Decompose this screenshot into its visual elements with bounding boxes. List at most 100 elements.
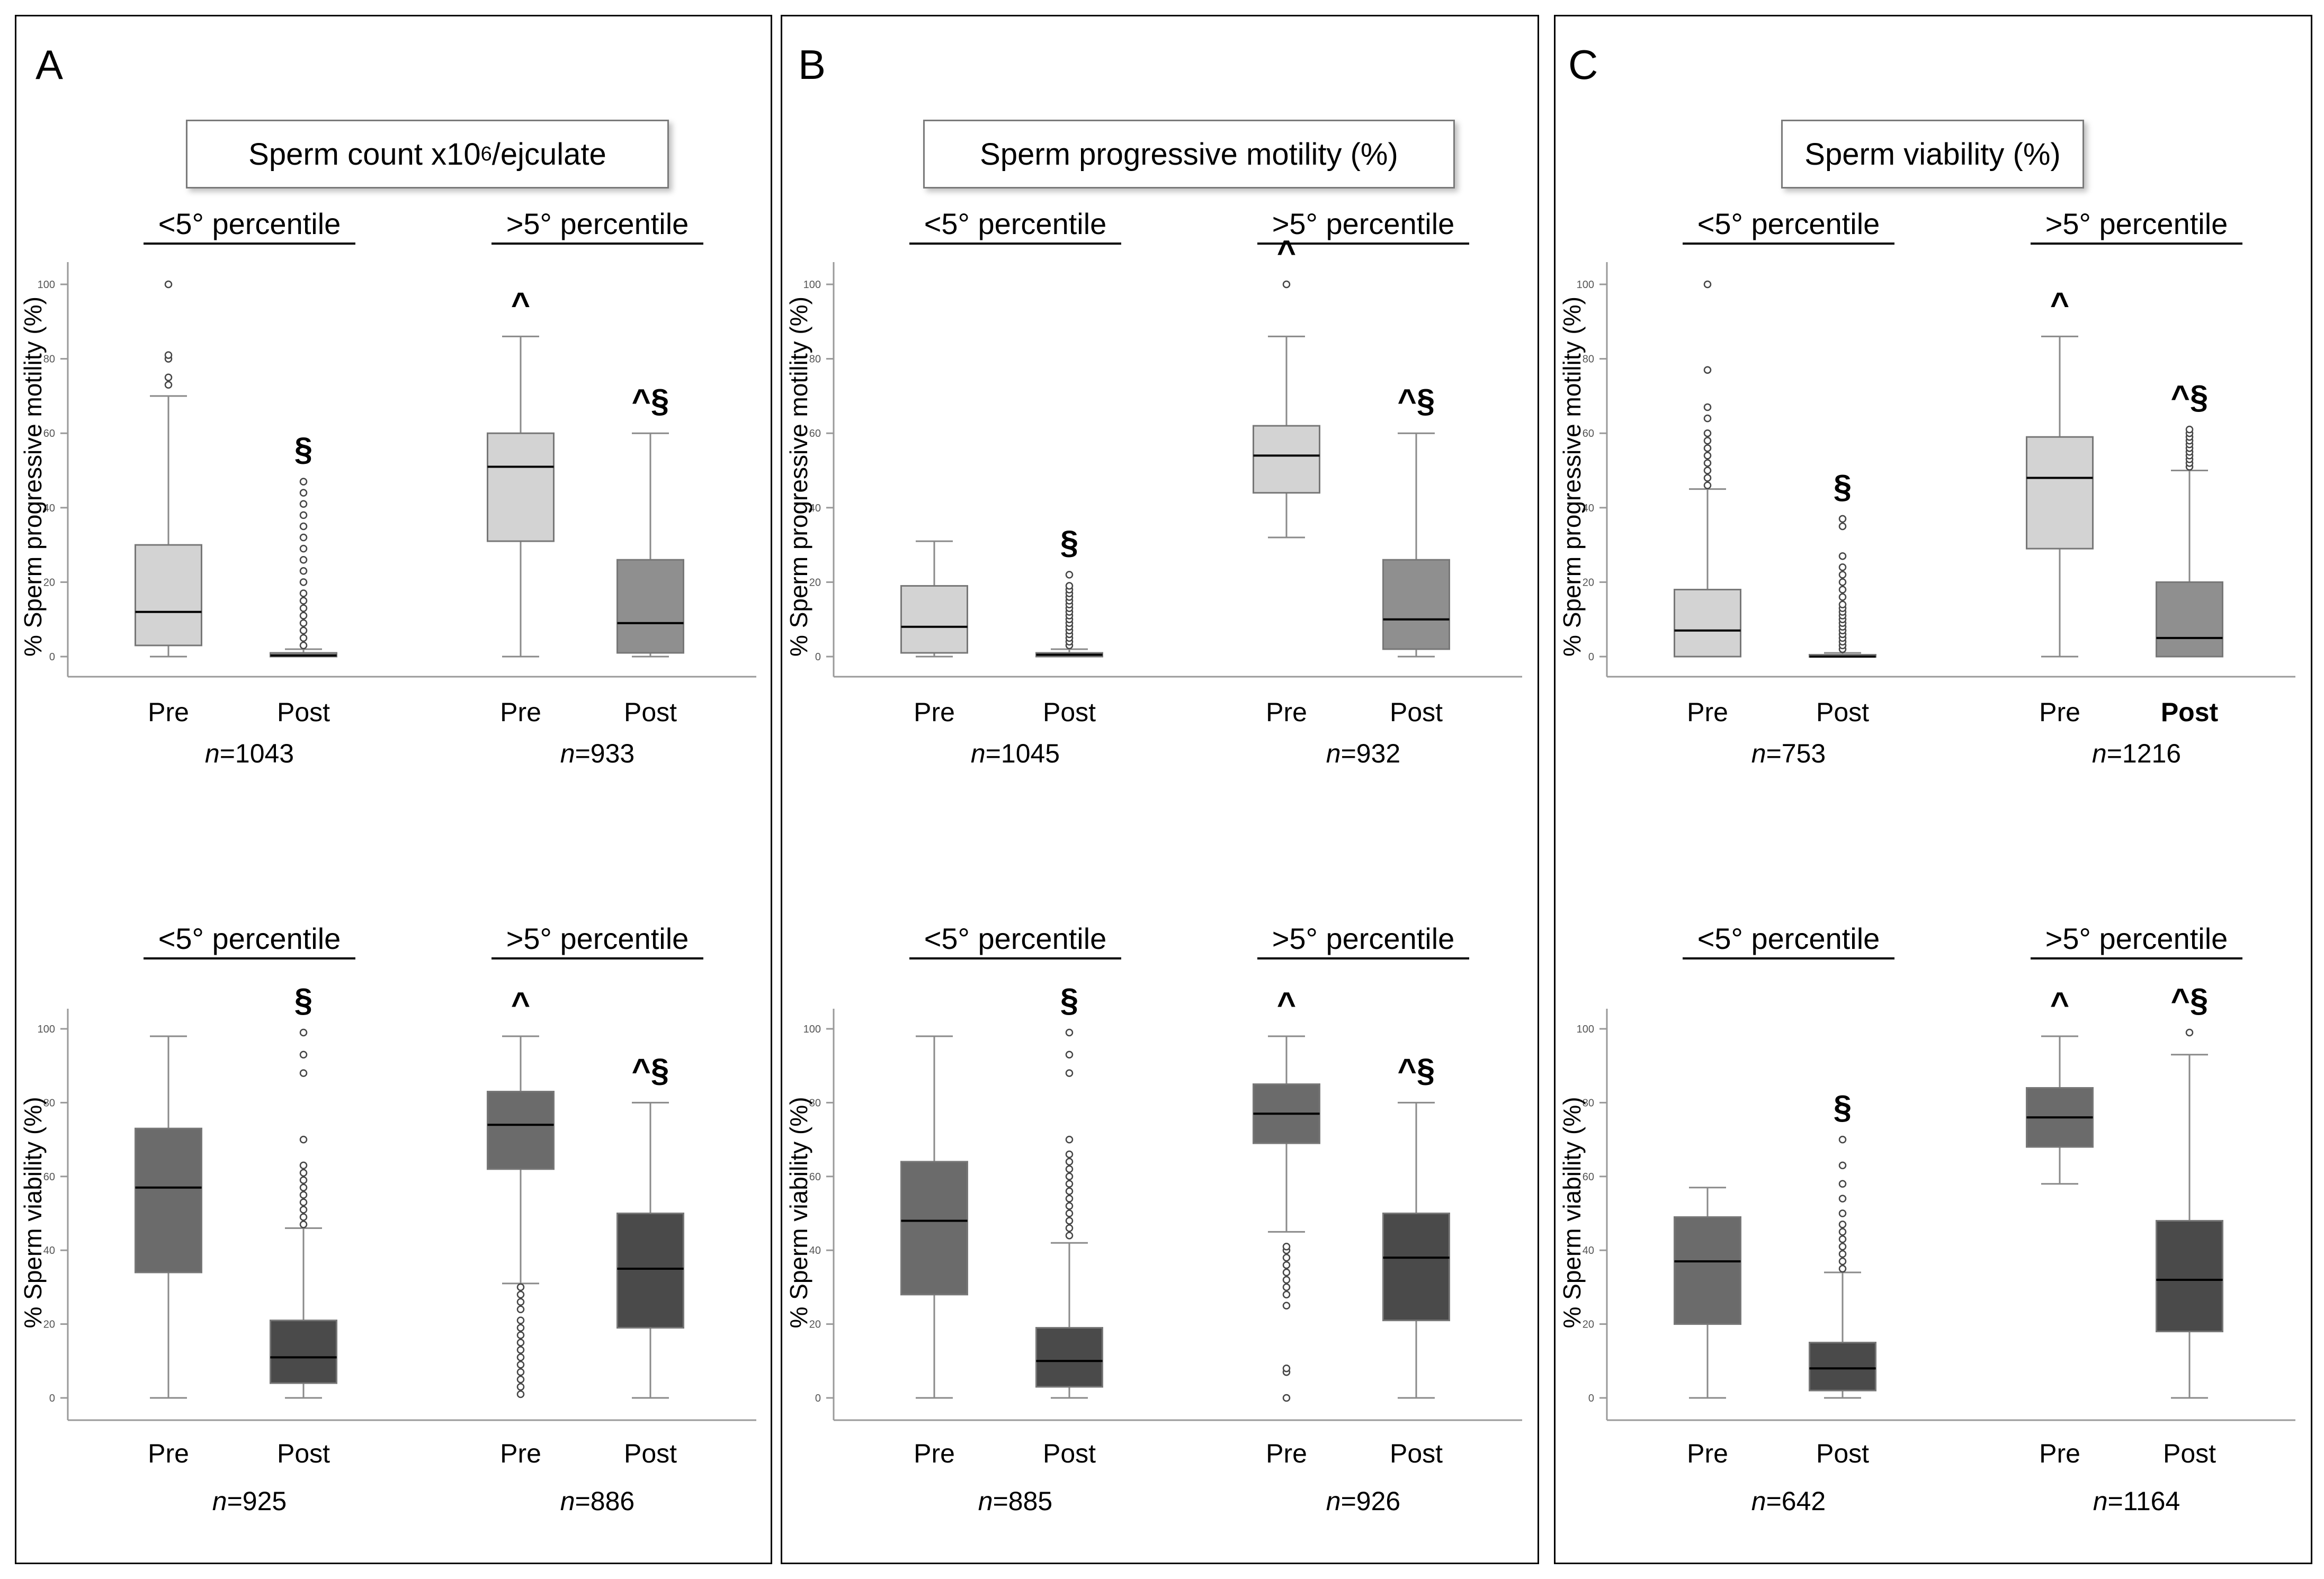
y-tick-label: 100 (38, 1024, 55, 1035)
group-label: <5° percentile (158, 207, 341, 240)
significance-marker: ^§ (1398, 1052, 1435, 1089)
y-tick-label: 40 (43, 503, 55, 514)
panel-letter: A (35, 41, 64, 88)
outlier-point (1065, 1180, 1074, 1188)
sample-size-label: n=933 (560, 739, 634, 768)
title-main: Sperm progressive motility (%) (980, 137, 1398, 172)
x-category-label: Post (1043, 1439, 1096, 1468)
significance-marker: ^§ (632, 1052, 669, 1089)
group-label: <5° percentile (924, 922, 1107, 955)
outlier-point (299, 1221, 308, 1228)
sample-size-label: n=1164 (2093, 1486, 2180, 1516)
outlier-point (1065, 1069, 1074, 1077)
sample-size-label: n=926 (1326, 1486, 1400, 1516)
box-iqr (616, 1213, 684, 1329)
outlier-point (299, 489, 308, 497)
title-main: Sperm count x10 (248, 137, 481, 172)
outlier-point (516, 1361, 525, 1369)
sample-size-label: n=753 (1751, 739, 1826, 768)
outlier-point (164, 280, 173, 289)
outlier-point (164, 381, 173, 389)
y-tick-label: 80 (1583, 1097, 1594, 1109)
outlier-point (1065, 1209, 1074, 1217)
y-tick-label: 60 (809, 428, 821, 439)
outlier-point (299, 544, 308, 553)
outlier-point (299, 500, 308, 508)
x-category-label: Post (1816, 697, 1869, 727)
outlier-point (164, 351, 173, 359)
y-tick-label: 20 (1583, 1319, 1594, 1331)
x-category-label: Pre (500, 697, 541, 727)
outlier-point (299, 478, 308, 486)
outlier-point (1282, 1283, 1291, 1291)
y-tick-label: 20 (43, 1319, 55, 1331)
outlier-point (299, 634, 308, 642)
x-category-label: Pre (1266, 697, 1307, 727)
outlier-point (1703, 481, 1712, 489)
group-label: >5° percentile (506, 922, 689, 955)
group-label: >5° percentile (1272, 207, 1455, 240)
outlier-point (1838, 1180, 1847, 1188)
outlier-point (1703, 459, 1712, 467)
y-tick-label: 40 (1583, 1245, 1594, 1257)
panel-title: Sperm count x10 6/ejculate (186, 120, 669, 189)
outlier-point (1065, 1224, 1074, 1232)
significance-marker: ^§ (1398, 383, 1435, 419)
x-category-label: Pre (2039, 697, 2080, 727)
x-category-label: Post (1816, 1439, 1869, 1468)
sample-size-label: n=1043 (205, 739, 294, 768)
outlier-point (299, 626, 308, 635)
significance-marker: § (1834, 469, 1852, 505)
y-tick-label: 0 (815, 651, 821, 663)
outlier-point (1838, 1135, 1847, 1144)
outlier-point (299, 589, 308, 597)
box-iqr (1253, 425, 1320, 494)
y-tick-label: 80 (809, 1097, 821, 1109)
outlier-point (1838, 522, 1847, 531)
group-label: <5° percentile (158, 922, 341, 955)
outlier-point (516, 1290, 525, 1299)
title-rest: /ejculate (491, 137, 606, 172)
y-tick-label: 20 (43, 577, 55, 588)
y-tick-label: 20 (1583, 577, 1594, 588)
sample-size-label: n=1216 (2092, 739, 2181, 768)
outlier-point (299, 533, 308, 542)
y-axis-label: % Sperm progressive motility (%) (1558, 297, 1586, 657)
x-category-label: Post (624, 697, 677, 727)
outlier-point (299, 1169, 308, 1177)
outlier-point (1065, 1195, 1074, 1203)
outlier-point (1065, 1172, 1074, 1181)
outlier-point (1703, 403, 1712, 411)
outlier-point (516, 1353, 525, 1361)
y-tick-label: 40 (1583, 503, 1594, 514)
significance-marker: ^§ (2171, 379, 2209, 416)
y-tick-label: 80 (809, 354, 821, 365)
y-tick-label: 0 (1588, 651, 1594, 663)
outlier-point (1838, 1195, 1847, 1203)
x-category-label: Pre (914, 697, 955, 727)
outlier-point (1065, 1051, 1074, 1059)
sample-size-label: n=925 (212, 1486, 287, 1516)
outlier-point (516, 1375, 525, 1384)
outlier-point (1065, 571, 1074, 579)
group-label: <5° percentile (1697, 207, 1880, 240)
outlier-point (1703, 452, 1712, 460)
significance-marker: ^ (1277, 234, 1296, 271)
significance-marker: ^ (511, 986, 530, 1022)
outlier-point (299, 1161, 308, 1170)
y-tick-label: 80 (43, 1097, 55, 1109)
y-tick-label: 100 (1577, 1024, 1594, 1035)
outlier-point (1838, 1242, 1847, 1251)
outlier-point (1703, 474, 1712, 482)
x-category-label: Pre (914, 1439, 955, 1468)
y-tick-label: 0 (49, 651, 55, 663)
outlier-point (516, 1283, 525, 1291)
outlier-point (299, 612, 308, 620)
x-category-label: Post (277, 1439, 330, 1468)
significance-marker: § (1060, 982, 1078, 1019)
box-iqr (2156, 1219, 2223, 1333)
outlier-point (299, 1191, 308, 1199)
outlier-point (1282, 1290, 1291, 1299)
x-category-label: Post (1043, 697, 1096, 727)
box-iqr (1674, 588, 1741, 658)
